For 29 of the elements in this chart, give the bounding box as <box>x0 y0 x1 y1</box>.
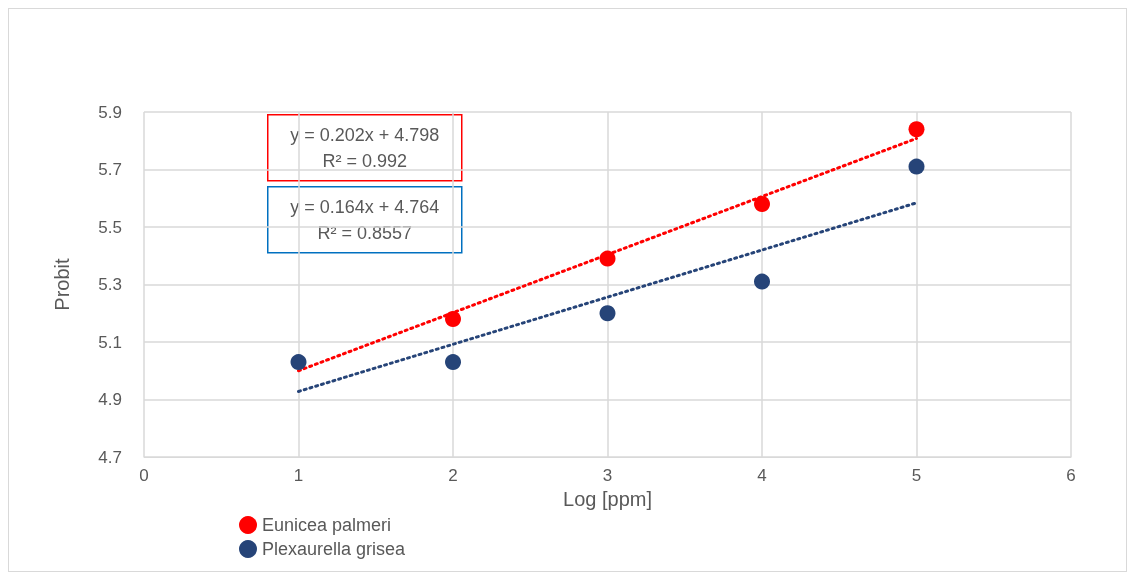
point <box>599 305 616 322</box>
y-tick-label: 5.5 <box>98 217 122 237</box>
x-tick-label: 6 <box>1066 466 1076 485</box>
x-tick-label: 1 <box>293 466 304 485</box>
x-tick-label: 4 <box>757 466 767 485</box>
legend-label: Plexaurella grisea <box>262 539 407 559</box>
y-tick-label: 5.7 <box>98 160 122 179</box>
point <box>445 311 461 327</box>
y-tick-label: 5.1 <box>98 332 122 352</box>
point <box>599 250 616 267</box>
annotation: y = 0.164x + 4.764 R² = 0.8557 <box>290 196 440 243</box>
x-tick-label: 2 <box>448 466 458 485</box>
point <box>754 196 770 212</box>
y-tick-label: 5.3 <box>98 275 122 294</box>
x-tick-label: 3 <box>602 466 613 485</box>
x-axis-title: Log [ppm] <box>563 487 652 510</box>
x-tick-label: 0 <box>139 466 149 485</box>
y-tick-label: 4.9 <box>98 390 122 409</box>
point <box>908 158 925 175</box>
y-axis-title: Probit <box>51 257 73 311</box>
point <box>290 354 307 371</box>
y-tick-label: 5.9 <box>98 102 122 122</box>
y-tick-label: 4.7 <box>98 447 122 467</box>
point <box>754 273 770 290</box>
point <box>445 354 461 371</box>
point <box>908 121 925 138</box>
legend-label: Eunicea palmeri <box>262 515 392 535</box>
annotation: y = 0.202x + 4.798 R² = 0.992 <box>290 124 440 171</box>
x-tick-label: 5 <box>911 466 922 485</box>
